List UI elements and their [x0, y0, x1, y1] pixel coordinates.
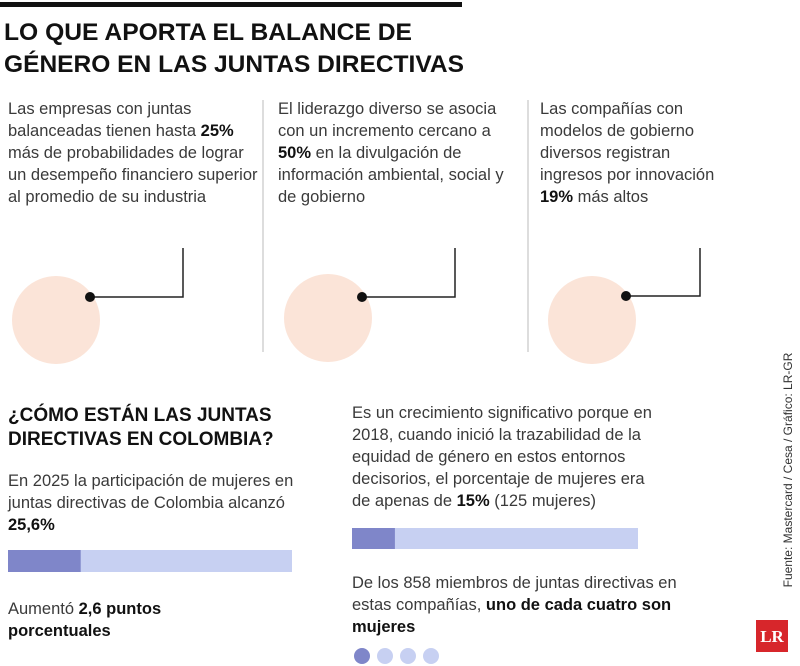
highlight: 2,6 puntos porcentuales [8, 600, 162, 640]
dot-icon [354, 648, 370, 664]
top-rule [0, 2, 462, 7]
pie-base [12, 276, 100, 364]
leader-line [90, 248, 184, 298]
text: (125 mujeres) [489, 492, 596, 510]
text: El liderazgo diverso se asocia con un in… [278, 100, 497, 140]
card-text: El liderazgo diverso se asocia con un in… [278, 98, 520, 208]
highlight: 25% [200, 122, 234, 140]
text: Aumentó [8, 600, 79, 618]
text: Es un crecimiento significativo porque e… [352, 404, 652, 510]
leader-dot [621, 291, 631, 301]
text: Las empresas con juntas balanceadas tien… [8, 100, 201, 140]
pie-base [548, 276, 636, 364]
paragraph: En 2025 la participación de mujeres en j… [8, 470, 298, 536]
text: en la divulgación de información ambient… [278, 144, 504, 206]
leader-dot [357, 292, 367, 302]
text: más altos [573, 188, 649, 206]
highlight: 25,6% [8, 516, 55, 534]
highlight: 15% [456, 492, 490, 510]
bar [352, 528, 395, 549]
bar [8, 550, 81, 572]
text: En 2025 la participación de mujeres en j… [8, 472, 294, 512]
paragraph: Aumentó 2,6 puntos porcentuales [8, 598, 208, 642]
logo: LR [760, 627, 784, 646]
title-line: GÉNERO EN LAS JUNTAS DIRECTIVAS [4, 50, 464, 78]
highlight: uno de cada cuatro son mujeres [352, 596, 672, 636]
text: más de probabilidades de lograr un desem… [8, 144, 258, 206]
text: De los 858 miembros de juntas directivas… [352, 574, 677, 614]
card-text: Las empresas con juntas balanceadas tien… [8, 98, 260, 208]
paragraph: Es un crecimiento significativo porque e… [352, 402, 652, 512]
leader-line [362, 248, 456, 298]
section-title: ¿CÓMO ESTÁN LAS JUNTAS DIRECTIVAS EN COL… [8, 405, 274, 450]
bar-track [352, 528, 638, 549]
dot-icon [423, 648, 439, 664]
title-line: LO QUE APORTA EL BALANCE DE [4, 19, 412, 46]
source: Fuente: Mastercard / Cesa / Gráfico: LR-… [781, 352, 795, 587]
highlight: 50% [278, 144, 312, 162]
card-text: Las compañías con modelos de gobierno di… [540, 98, 720, 208]
leader-dot [85, 292, 95, 302]
pie-base [284, 274, 372, 362]
logo-box [756, 620, 788, 652]
dot-icon [400, 648, 416, 664]
dot-icon [377, 648, 393, 664]
highlight: 19% [540, 188, 574, 206]
leader-line [626, 248, 701, 297]
text: Las compañías con modelos de gobierno di… [540, 100, 715, 184]
paragraph: De los 858 miembros de juntas directivas… [352, 572, 692, 638]
